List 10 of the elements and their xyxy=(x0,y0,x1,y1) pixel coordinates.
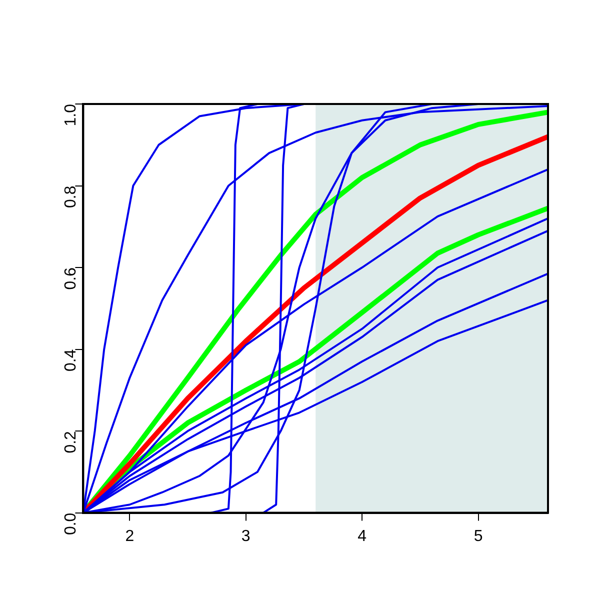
x-tick-label: 2 xyxy=(125,528,134,545)
y-tick-label: 0.6 xyxy=(62,267,80,290)
y-tick-label: 0.0 xyxy=(62,512,80,536)
x-tick-label: 4 xyxy=(358,528,367,545)
x-tick-label: 3 xyxy=(241,528,250,545)
y-tick-label: 0.8 xyxy=(62,186,80,208)
y-tick-label: 1.0 xyxy=(62,104,80,126)
y-tick-label: 0.2 xyxy=(62,430,80,454)
x-tick-label: 5 xyxy=(474,528,483,545)
y-tick-label: 0.4 xyxy=(62,349,80,372)
